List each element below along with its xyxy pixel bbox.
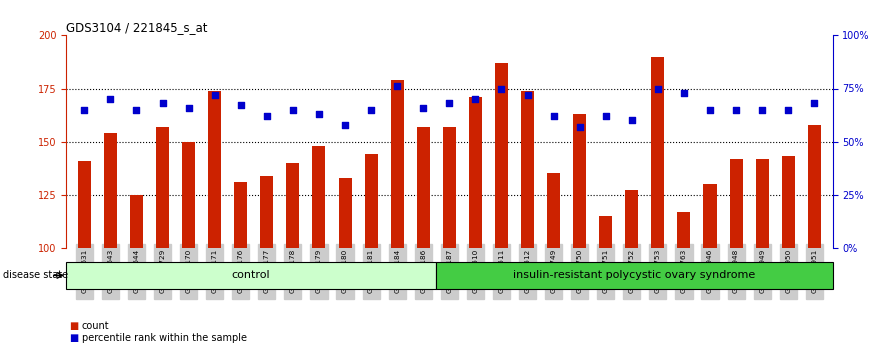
Point [494,86,508,91]
Text: GDS3104 / 221845_s_at: GDS3104 / 221845_s_at [66,21,208,34]
Point [208,92,222,98]
Point [573,124,587,130]
Point [78,107,92,113]
Bar [469,97,482,248]
Bar [808,125,821,248]
Point [546,113,560,119]
Bar [626,190,639,248]
Bar [417,127,430,248]
Point [233,103,248,108]
Bar [443,127,455,248]
Bar [338,178,352,248]
Point [312,111,326,117]
Point [651,86,665,91]
Bar [704,184,716,248]
Bar [781,156,795,248]
Text: disease state: disease state [3,270,68,280]
Point [677,90,691,96]
Point [155,101,169,106]
Bar [313,146,325,248]
Point [807,101,821,106]
Text: insulin-resistant polycystic ovary syndrome: insulin-resistant polycystic ovary syndr… [514,270,755,280]
Text: ■: ■ [69,333,78,343]
Point [625,118,639,123]
Point [416,105,430,110]
Bar [756,159,768,248]
Bar [547,173,560,248]
Point [285,107,300,113]
Point [338,122,352,127]
Point [729,107,744,113]
Point [781,107,796,113]
Bar [521,91,534,248]
Bar [104,133,117,248]
Text: ■: ■ [69,321,78,331]
Bar [286,163,300,248]
Point [442,101,456,106]
Bar [130,195,143,248]
Text: count: count [82,321,109,331]
Bar [365,154,378,248]
Bar [208,91,221,248]
Point [599,113,613,119]
Point [521,92,535,98]
Point [390,84,404,89]
Bar [78,161,91,248]
Bar [156,127,169,248]
Point [703,107,717,113]
Point [103,96,117,102]
Bar [234,182,248,248]
Point [260,113,274,119]
Bar [182,142,195,248]
Bar [436,262,833,289]
Point [469,96,483,102]
Bar [677,212,691,248]
Bar [651,57,664,248]
Bar [260,176,273,248]
Text: percentile rank within the sample: percentile rank within the sample [82,333,247,343]
Point [364,107,378,113]
Bar [390,80,403,248]
Bar [729,159,743,248]
Point [130,107,144,113]
Bar [574,114,586,248]
Point [755,107,769,113]
Point [181,105,196,110]
Bar [599,216,612,248]
Bar [495,63,508,248]
Text: control: control [232,270,270,280]
Bar [66,262,436,289]
